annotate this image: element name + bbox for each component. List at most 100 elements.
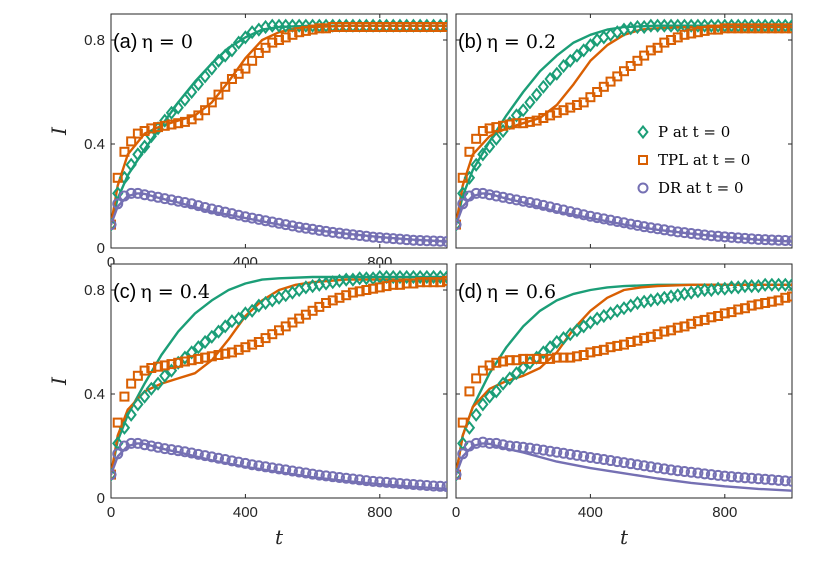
data-point-circle [752,233,764,245]
data-point-circle [665,464,677,476]
data-point-square [146,363,157,373]
data-point-square [666,325,677,336]
data-point-square [739,303,750,314]
data-point-circle [759,473,771,485]
data-point-circle [360,230,372,242]
data-point-diamond [470,157,482,172]
data-point-square [719,23,730,34]
data-point-circle [726,231,738,243]
data-point-square [713,24,724,35]
x-tick-label: 0 [107,254,115,271]
data-point-square [200,105,211,116]
data-point-circle [401,478,413,490]
data-point-square [531,353,542,364]
panel-label: (b) η = 0.2 [458,31,556,53]
data-point-circle [300,222,312,234]
data-point-circle [347,473,359,485]
panel-label: (a) η = 0 [113,31,193,53]
data-point-square [294,27,305,38]
data-point-square [220,348,231,359]
data-point-circle [407,234,419,246]
data-point-diamond [132,147,144,162]
data-point-diamond [232,311,245,326]
data-point-circle [401,234,413,246]
data-point-square [126,136,137,147]
data-point-circle [598,454,610,466]
data-point-square [347,22,358,32]
data-point-circle [645,222,657,234]
data-point-circle [192,200,204,212]
data-point-circle [340,228,352,240]
data-point-diamond [226,43,238,58]
data-point-square [491,122,502,133]
data-point-diamond [571,48,583,63]
data-point-square [132,128,143,139]
data-point-square [538,353,549,364]
data-point-square [672,32,683,43]
data-point-square [226,347,237,358]
data-point-circle [428,235,440,247]
data-point-circle [132,437,144,449]
legend-entry: P at t = 0 [658,123,730,141]
data-point-circle [470,187,482,199]
data-point-circle [112,198,124,210]
data-point-diamond [138,139,151,154]
data-point-square [619,66,629,77]
data-point-square [645,331,656,342]
data-point-square [457,172,468,183]
data-point-circle [456,469,462,481]
data-point-square [571,351,582,362]
data-point-circle [360,475,372,487]
data-point-square [267,37,278,48]
data-point-circle [584,210,596,222]
data-point-circle [260,215,272,227]
data-point-square [112,417,123,428]
data-point-circle [685,466,697,478]
data-point-circle [779,234,791,246]
data-point-square [753,23,764,34]
data-point-square [652,329,663,340]
data-point-square [639,50,650,61]
data-point-square [361,285,372,295]
x-tick-label: 800 [367,504,392,521]
data-point-circle [719,470,731,482]
data-point-circle [605,455,617,467]
data-point-square [592,87,603,97]
data-point-square [442,275,447,286]
series-line-tpl-sim [456,283,792,475]
y-axis-label: I [47,126,71,136]
data-point-circle [611,456,623,468]
data-point-diamond [470,407,482,422]
data-point-square [733,23,744,34]
data-point-circle [233,456,245,468]
data-point-square [206,97,217,108]
data-point-circle [685,227,697,239]
data-point-circle [286,220,298,232]
data-point-diamond [239,30,252,45]
data-point-square [545,353,556,364]
data-point-circle [199,450,211,462]
data-point-square [341,22,352,32]
data-point-circle [333,471,345,483]
data-point-square [186,355,197,366]
data-point-circle [118,190,130,202]
series-line-tpl-sim [456,25,792,225]
data-point-circle [678,465,690,477]
data-point-diamond [517,103,529,118]
data-point-square [518,353,529,364]
data-point-square [686,318,697,329]
data-point-circle [300,467,312,479]
data-point-circle [374,232,386,244]
data-point-circle [591,452,603,464]
data-point-circle [387,233,399,245]
data-point-circle [497,191,509,203]
data-point-circle [273,217,285,229]
data-point-square [531,115,542,126]
data-point-square [558,352,569,363]
data-point-square [538,113,549,123]
legend-entry: DR at t = 0 [658,179,744,197]
data-point-square [240,342,251,353]
data-point-square [153,361,164,372]
data-point-square [511,355,522,366]
data-point-circle [179,197,191,208]
